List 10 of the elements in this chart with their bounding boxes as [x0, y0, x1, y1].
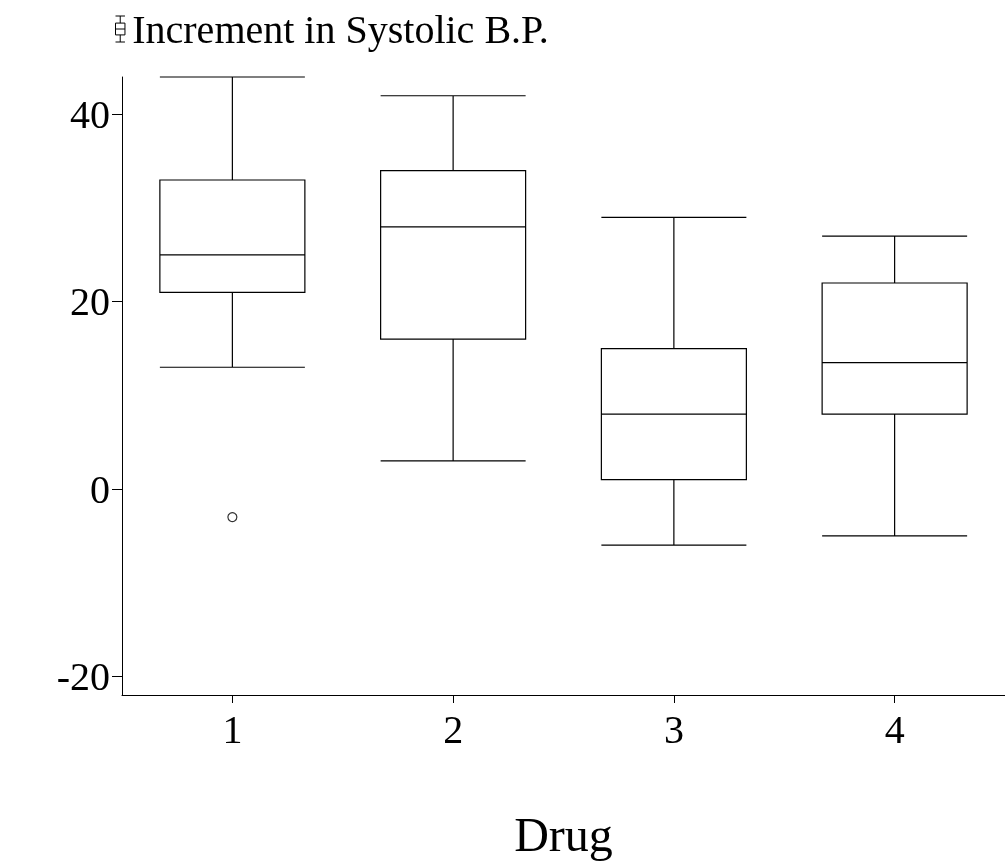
y-tick-label: 20	[70, 279, 110, 325]
x-tick-label: 2	[443, 706, 464, 752]
x-axis-title: Drug	[514, 807, 613, 861]
x-tick-label: 1	[222, 706, 243, 752]
legend-label: Increment in Systolic B.P.	[132, 6, 549, 52]
y-tick-label: 40	[70, 91, 110, 137]
x-tick-label: 4	[884, 706, 905, 752]
y-tick-label: -20	[56, 653, 110, 699]
x-tick-label: 3	[663, 706, 684, 752]
y-tick-label: 0	[90, 466, 110, 512]
